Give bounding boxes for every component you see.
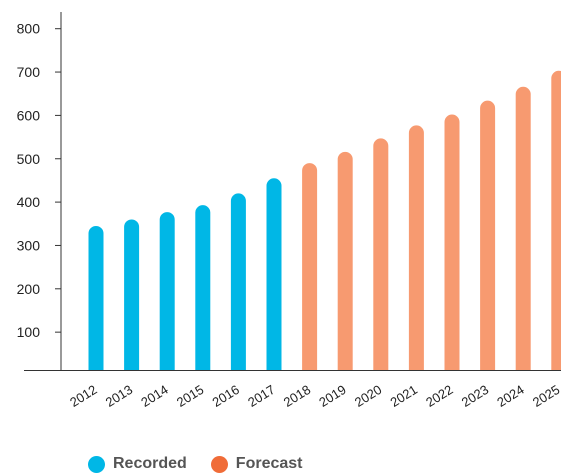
bar-2022 (444, 114, 460, 371)
x-tick-label: 2018 (281, 382, 313, 410)
recorded-swatch-icon (88, 455, 105, 473)
bars (88, 70, 561, 371)
x-tick-label: 2014 (138, 382, 170, 410)
x-tick-label: 2013 (103, 382, 135, 410)
x-tick-label: 2012 (67, 382, 99, 410)
x-tick-label: 2025 (530, 382, 561, 410)
bar-2020 (373, 138, 389, 370)
y-tick-label: 600 (17, 107, 41, 123)
y-tick-label: 100 (17, 324, 41, 340)
legend-item-forecast[interactable]: Forecast (210, 455, 303, 473)
x-tick-label: 2022 (423, 382, 455, 410)
y-axis: 100 200 300 400 500 600 700 800 (17, 12, 62, 370)
x-axis: 2012 2013 2014 2015 2016 2017 2018 2019 2020 2021… (24, 370, 561, 410)
x-tick-label: 2020 (352, 382, 384, 410)
x-tick-label: 2015 (174, 382, 206, 410)
y-tick-label: 200 (17, 281, 41, 297)
y-tick-label: 300 (17, 237, 41, 253)
y-tick-label: 700 (17, 64, 41, 80)
legend: Recorded Forecast (88, 453, 303, 475)
legend-item-recorded[interactable]: Recorded (88, 455, 187, 473)
bar-2021 (408, 125, 424, 370)
x-tick-label: 2024 (494, 382, 526, 410)
bar-2015 (195, 205, 211, 370)
bar-2016 (230, 193, 246, 370)
x-tick-label: 2023 (459, 382, 491, 410)
bar-2025 (551, 70, 561, 370)
bar-2012 (88, 225, 104, 370)
bar-2018 (302, 163, 318, 370)
y-tick-label: 800 (17, 21, 41, 37)
bar-2024 (515, 86, 531, 371)
y-tick-label: 500 (17, 151, 41, 167)
forecast-swatch-icon (210, 455, 228, 473)
x-tick-label: 2019 (316, 382, 348, 410)
legend-label-recorded: Recorded (113, 455, 187, 472)
legend-label-forecast: Forecast (235, 455, 303, 472)
bar-2014 (159, 212, 175, 370)
bar-2013 (124, 219, 140, 370)
bar-2019 (337, 151, 353, 370)
x-tick-label: 2016 (210, 382, 242, 410)
y-tick-label: 400 (17, 194, 41, 210)
bar-2017 (266, 178, 282, 370)
x-tick-label: 2021 (388, 382, 420, 410)
bar-2023 (480, 100, 496, 370)
x-tick-label: 2017 (245, 382, 277, 410)
